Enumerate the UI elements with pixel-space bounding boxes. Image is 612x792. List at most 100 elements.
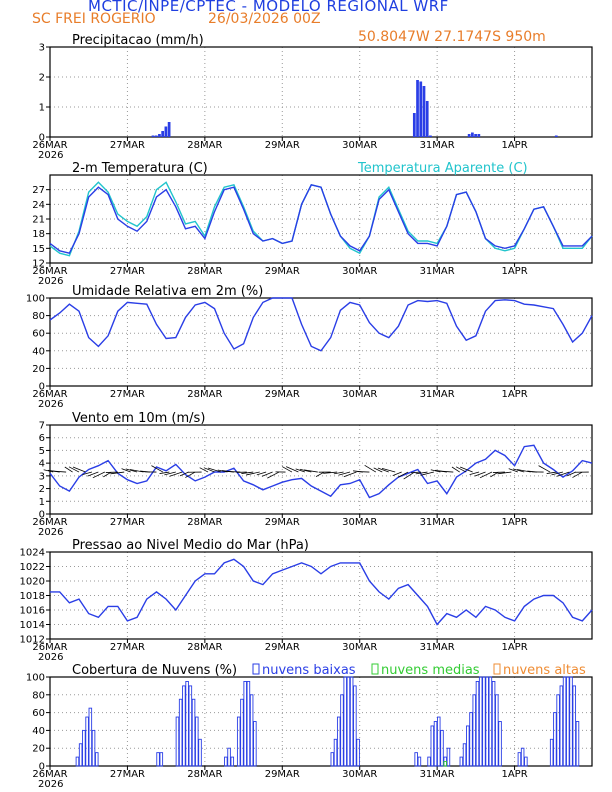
wind-vector-arrow	[82, 471, 93, 476]
wind-vector-arrow	[169, 471, 183, 477]
rh-y-tick-label: 80	[32, 311, 45, 322]
cloud-bar-green	[443, 761, 447, 767]
chart-clouds: 0 20 40 60 80 100 Cobertura de Nuvens (%) 26MAR…	[26, 663, 593, 790]
station-name: SC FREI ROGERIO	[32, 11, 156, 27]
precip-x-tick-label: 30MAR	[342, 140, 377, 151]
precip-x-tick-label: 1APR	[501, 140, 527, 151]
wind-vector-arrow	[92, 471, 106, 479]
clouds-y-tick-label: 40	[32, 726, 45, 737]
wind-vector-arrow	[403, 471, 415, 480]
precip-x-tick-label: 31MAR	[420, 140, 455, 151]
wind-vector-arrow	[551, 471, 564, 476]
temp-y-tick-label: 24	[32, 200, 45, 211]
wind-vector-arrow	[333, 471, 344, 475]
wind-vector-arrow	[377, 467, 389, 473]
chart-temp: 12 15 18 21 24 27 2-m Temperatura (C) 26MAR 27MA…	[32, 161, 593, 287]
clouds-x-tick-label: 26MAR	[32, 769, 67, 780]
cloud-bar-blue	[240, 698, 244, 767]
wind-vector-arrow	[43, 469, 54, 473]
cloud-bar-blue	[475, 681, 480, 767]
wind-vector-arrow	[455, 466, 467, 473]
cloud-bar-blue	[566, 676, 570, 767]
rh-y-tick-label: 20	[32, 364, 45, 375]
cloud-bar-blue	[524, 756, 528, 767]
cloud-bar-blue	[414, 752, 418, 767]
wind-x-tick-label: 29MAR	[265, 517, 300, 528]
cloud-bar-blue	[433, 721, 438, 767]
temp-y-tick-label: 15	[32, 244, 45, 255]
precip-bar	[419, 81, 423, 137]
clouds-x-tick-label: 1APR	[501, 769, 527, 780]
pres-frame	[49, 551, 593, 640]
precip-bar	[467, 134, 471, 137]
pres-x-tick-label: 29MAR	[265, 642, 300, 653]
wind-vector-arrow	[299, 468, 312, 473]
clouds-frame	[49, 676, 593, 767]
wind-y-tick-label: 5	[39, 446, 45, 457]
wind-y-tick-label: 1	[39, 497, 45, 508]
temp-title: 2-m Temperatura (C)	[72, 161, 208, 176]
rh-x-tick-label: 26MAR	[32, 389, 67, 400]
cloud-bar-blue	[478, 676, 483, 767]
precip-bar	[154, 135, 158, 137]
cloud-bar-blue	[469, 712, 473, 767]
wind-vector-arrow	[110, 471, 125, 475]
cloud-bar-blue	[333, 738, 338, 767]
wind-vector-arrow	[105, 471, 118, 473]
wind-y-tick-label: 4	[39, 459, 45, 470]
precip-bar	[158, 134, 161, 137]
rh-y-tick-label: 100	[26, 294, 45, 305]
clouds-legend-label: nuvens medias	[381, 663, 480, 678]
precip-y-tick-label: 0	[39, 133, 45, 144]
chart-wind: 0 1 2 34 5 67 Vento em 10m (m/s) 26MAR 27MAR 28MA…	[32, 411, 593, 538]
pres-x-tick-label: 26MAR	[32, 642, 67, 653]
main-title: MCTIC/INPE/CPTEC - MODELO REGIONAL WRF	[88, 0, 449, 15]
pres-x-tick-label: 28MAR	[187, 642, 222, 653]
cloud-bar-blue	[498, 721, 502, 767]
precip-x-tick-label: 28MAR	[187, 140, 222, 151]
precip-bar	[161, 131, 165, 137]
precip-bar	[477, 134, 481, 137]
wind-vector-arrow	[508, 468, 518, 473]
precip-bar	[167, 122, 171, 137]
temp-x-tick-label: 28MAR	[187, 266, 222, 277]
precip-year-label: 2026	[38, 150, 63, 161]
cloud-bar-blue	[88, 707, 93, 767]
clouds-y-tick-label: 100	[26, 673, 45, 684]
cloud-bar-blue	[78, 743, 83, 767]
cloud-bar-blue	[91, 729, 96, 767]
cloud-bar-blue	[340, 694, 344, 767]
wind-y-tick-label: 2	[39, 484, 45, 495]
wind-vector-arrow	[281, 466, 293, 473]
wind-vector-arrow	[439, 470, 454, 473]
wind-y-tick-label: 0	[39, 510, 45, 521]
wind-vector-arrow	[203, 467, 215, 473]
cloud-bar-blue	[517, 752, 522, 767]
chart-precip: 0 1 2 3 Precipitacao (mm/h) 26MAR 27MAR 28MAR 29…	[32, 33, 593, 161]
cloud-bar-blue	[549, 738, 554, 767]
wind-vector-arrow	[474, 471, 486, 477]
cloud-bar-blue	[330, 752, 335, 767]
wind-vector-arrow	[490, 471, 499, 478]
clouds-legend-swatch	[493, 663, 501, 675]
pres-year-label: 2026	[38, 652, 63, 663]
clouds-y-tick-label: 60	[32, 708, 45, 719]
precip-bar	[425, 101, 429, 137]
cloud-bar-blue	[178, 698, 183, 767]
clouds-x-tick-label: 27MAR	[110, 769, 145, 780]
wind-vector-arrow	[512, 468, 525, 473]
rh-x-tick-label: 1APR	[501, 389, 527, 400]
wind-frame	[49, 424, 593, 515]
cloud-bar-blue	[249, 694, 254, 767]
precip-x-tick-label: 26MAR	[32, 140, 67, 151]
wind-vector-arrow	[164, 471, 176, 476]
clouds-y-tick-label: 0	[39, 762, 45, 773]
pres-y-tick-label: 1020	[20, 577, 45, 588]
cloud-bar-blue	[485, 676, 489, 767]
wind-vector-arrow	[392, 471, 402, 477]
pres-title: Pressao ao Nivel Medio do Mar (hPa)	[72, 538, 309, 553]
rh-x-tick-label: 27MAR	[110, 389, 145, 400]
wind-vector-arrow	[121, 468, 131, 473]
wind-x-tick-label: 31MAR	[420, 517, 455, 528]
rh-y-tick-label: 60	[32, 329, 45, 340]
